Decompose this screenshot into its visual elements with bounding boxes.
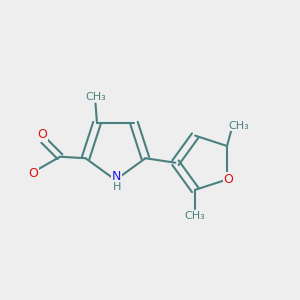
Text: O: O	[29, 167, 39, 180]
Text: H: H	[112, 182, 121, 193]
Text: CH₃: CH₃	[229, 121, 249, 131]
Text: O: O	[223, 173, 233, 186]
Text: CH₃: CH₃	[185, 211, 206, 221]
Text: CH₃: CH₃	[85, 92, 106, 102]
Text: O: O	[37, 128, 47, 141]
Text: N: N	[112, 170, 122, 184]
